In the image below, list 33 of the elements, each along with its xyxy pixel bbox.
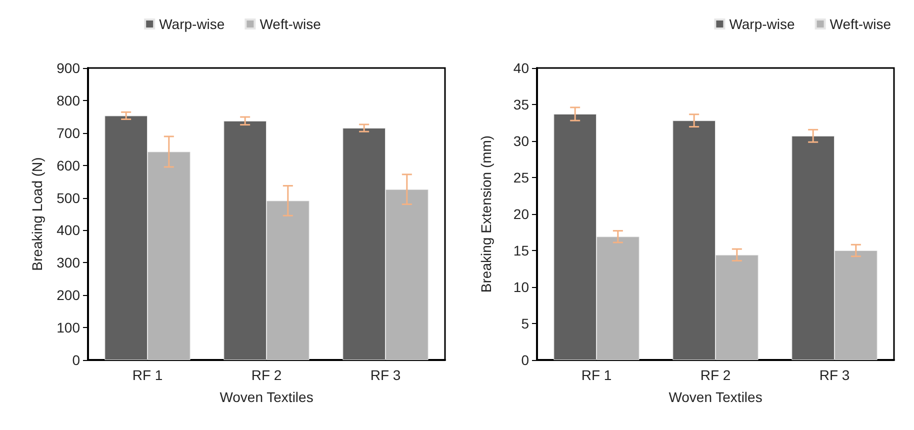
y-tick-label: 700 xyxy=(56,124,80,141)
legend-label: Weft-wise xyxy=(830,16,892,32)
x-tick-label: RF 3 xyxy=(819,367,850,383)
y-tick-label: 500 xyxy=(56,190,80,206)
y-tick-label: 600 xyxy=(56,157,80,174)
y-tick-label: 40 xyxy=(513,60,530,76)
x-axis-title: Woven Textiles xyxy=(668,389,762,405)
y-tick-label: 800 xyxy=(56,92,80,108)
y-tick-label: 30 xyxy=(513,133,530,149)
x-axis-title: Woven Textiles xyxy=(220,389,314,405)
y-tick-label: 0 xyxy=(72,352,80,368)
y-tick-label: 35 xyxy=(513,96,530,112)
y-axis-title: Breaking Load (N) xyxy=(29,157,45,271)
legend-label: Warp-wise xyxy=(729,16,796,32)
y-tick-label: 900 xyxy=(56,60,80,76)
y-tick-label: 400 xyxy=(56,222,80,238)
x-tick-label: RF 1 xyxy=(581,367,612,383)
legend-label: Weft-wise xyxy=(260,16,322,32)
y-tick-label: 0 xyxy=(521,352,530,368)
x-tick-label: RF 3 xyxy=(370,367,401,383)
y-tick-label: 10 xyxy=(513,279,530,295)
y-tick-label: 100 xyxy=(56,320,80,336)
y-tick-label: 15 xyxy=(513,242,530,258)
y-tick-label: 20 xyxy=(513,206,530,222)
x-tick-label: RF 2 xyxy=(251,367,282,383)
y-tick-label: 25 xyxy=(513,170,530,186)
y-tick-label: 5 xyxy=(521,316,530,332)
legend-label: Warp-wise xyxy=(159,16,225,32)
y-tick-label: 200 xyxy=(56,287,80,304)
x-tick-label: RF 2 xyxy=(700,367,731,383)
y-axis-title: Breaking Extension (mm) xyxy=(478,135,494,293)
x-tick-label: RF 1 xyxy=(132,367,163,383)
y-tick-label: 300 xyxy=(56,254,80,271)
